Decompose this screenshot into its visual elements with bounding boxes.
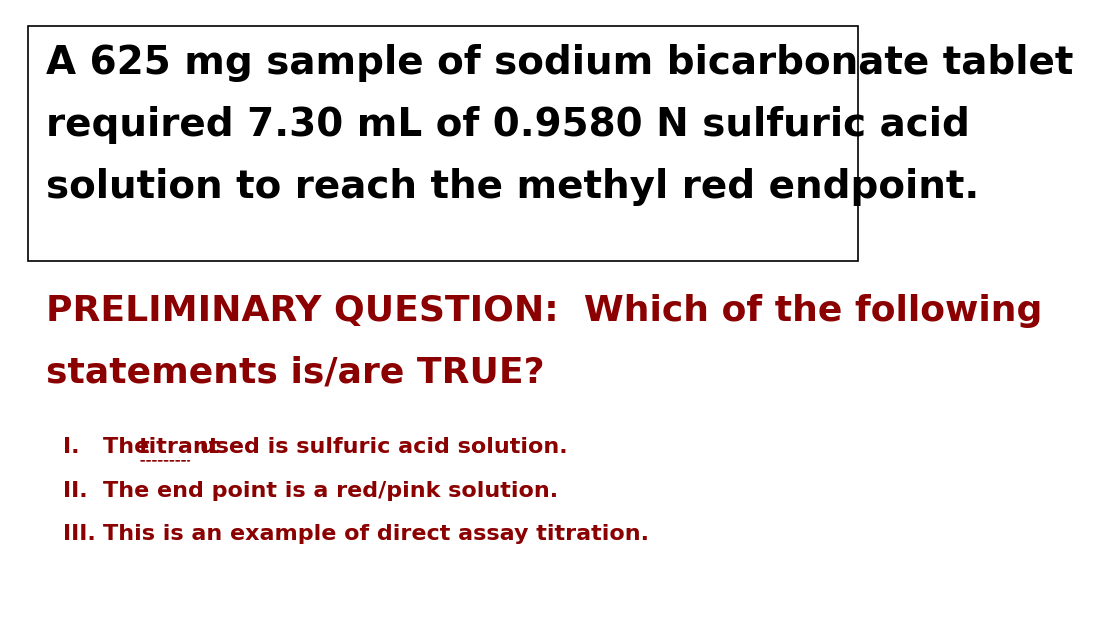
Text: The: The	[102, 437, 156, 457]
Text: I.: I.	[63, 437, 79, 457]
Text: required 7.30 mL of 0.9580 N sulfuric acid: required 7.30 mL of 0.9580 N sulfuric ac…	[45, 106, 970, 144]
Text: PRELIMINARY QUESTION:  Which of the following: PRELIMINARY QUESTION: Which of the follo…	[45, 294, 1041, 328]
Text: A 625 mg sample of sodium bicarbonate tablet: A 625 mg sample of sodium bicarbonate ta…	[45, 44, 1073, 82]
Text: titrant: titrant	[138, 437, 219, 457]
Text: This is an example of direct assay titration.: This is an example of direct assay titra…	[102, 524, 649, 544]
Text: The end point is a red/pink solution.: The end point is a red/pink solution.	[102, 481, 558, 501]
Text: II.: II.	[63, 481, 88, 501]
Text: statements is/are TRUE?: statements is/are TRUE?	[45, 356, 544, 390]
Text: III.: III.	[63, 524, 96, 544]
Text: used is sulfuric acid solution.: used is sulfuric acid solution.	[192, 437, 568, 457]
FancyBboxPatch shape	[28, 26, 858, 261]
Text: solution to reach the methyl red endpoint.: solution to reach the methyl red endpoin…	[45, 168, 979, 206]
